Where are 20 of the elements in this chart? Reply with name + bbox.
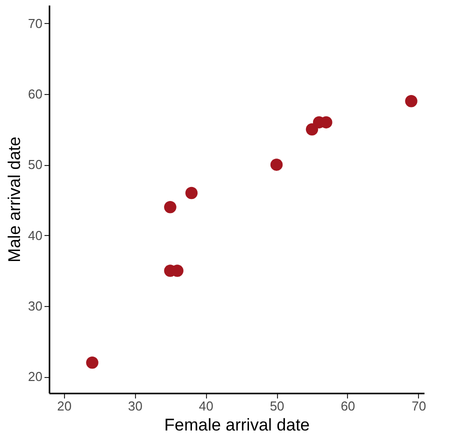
point [185,186,198,200]
y-tick-label: 30 [28,298,42,314]
y-tick-label: 70 [28,16,42,31]
y-tick-label: 20 [28,369,42,384]
point [306,123,318,136]
x-tick-label: 40 [198,398,214,414]
x-tick-label: 30 [128,398,143,414]
x-tick-label: 70 [412,398,426,414]
point [270,158,283,171]
x-axis-title: Female arrival date [164,416,310,434]
x-tick-label: 60 [340,398,356,414]
y-tick-label: 50 [28,157,42,172]
y-axis-title: Male arrival date [5,136,24,262]
x-tick-label: 20 [57,398,72,414]
x-tick-label: 50 [270,398,284,414]
y-tick-label: 60 [28,86,42,102]
y-tick-label: 40 [28,228,42,243]
point [405,95,418,108]
point [164,201,176,214]
point [86,356,98,369]
